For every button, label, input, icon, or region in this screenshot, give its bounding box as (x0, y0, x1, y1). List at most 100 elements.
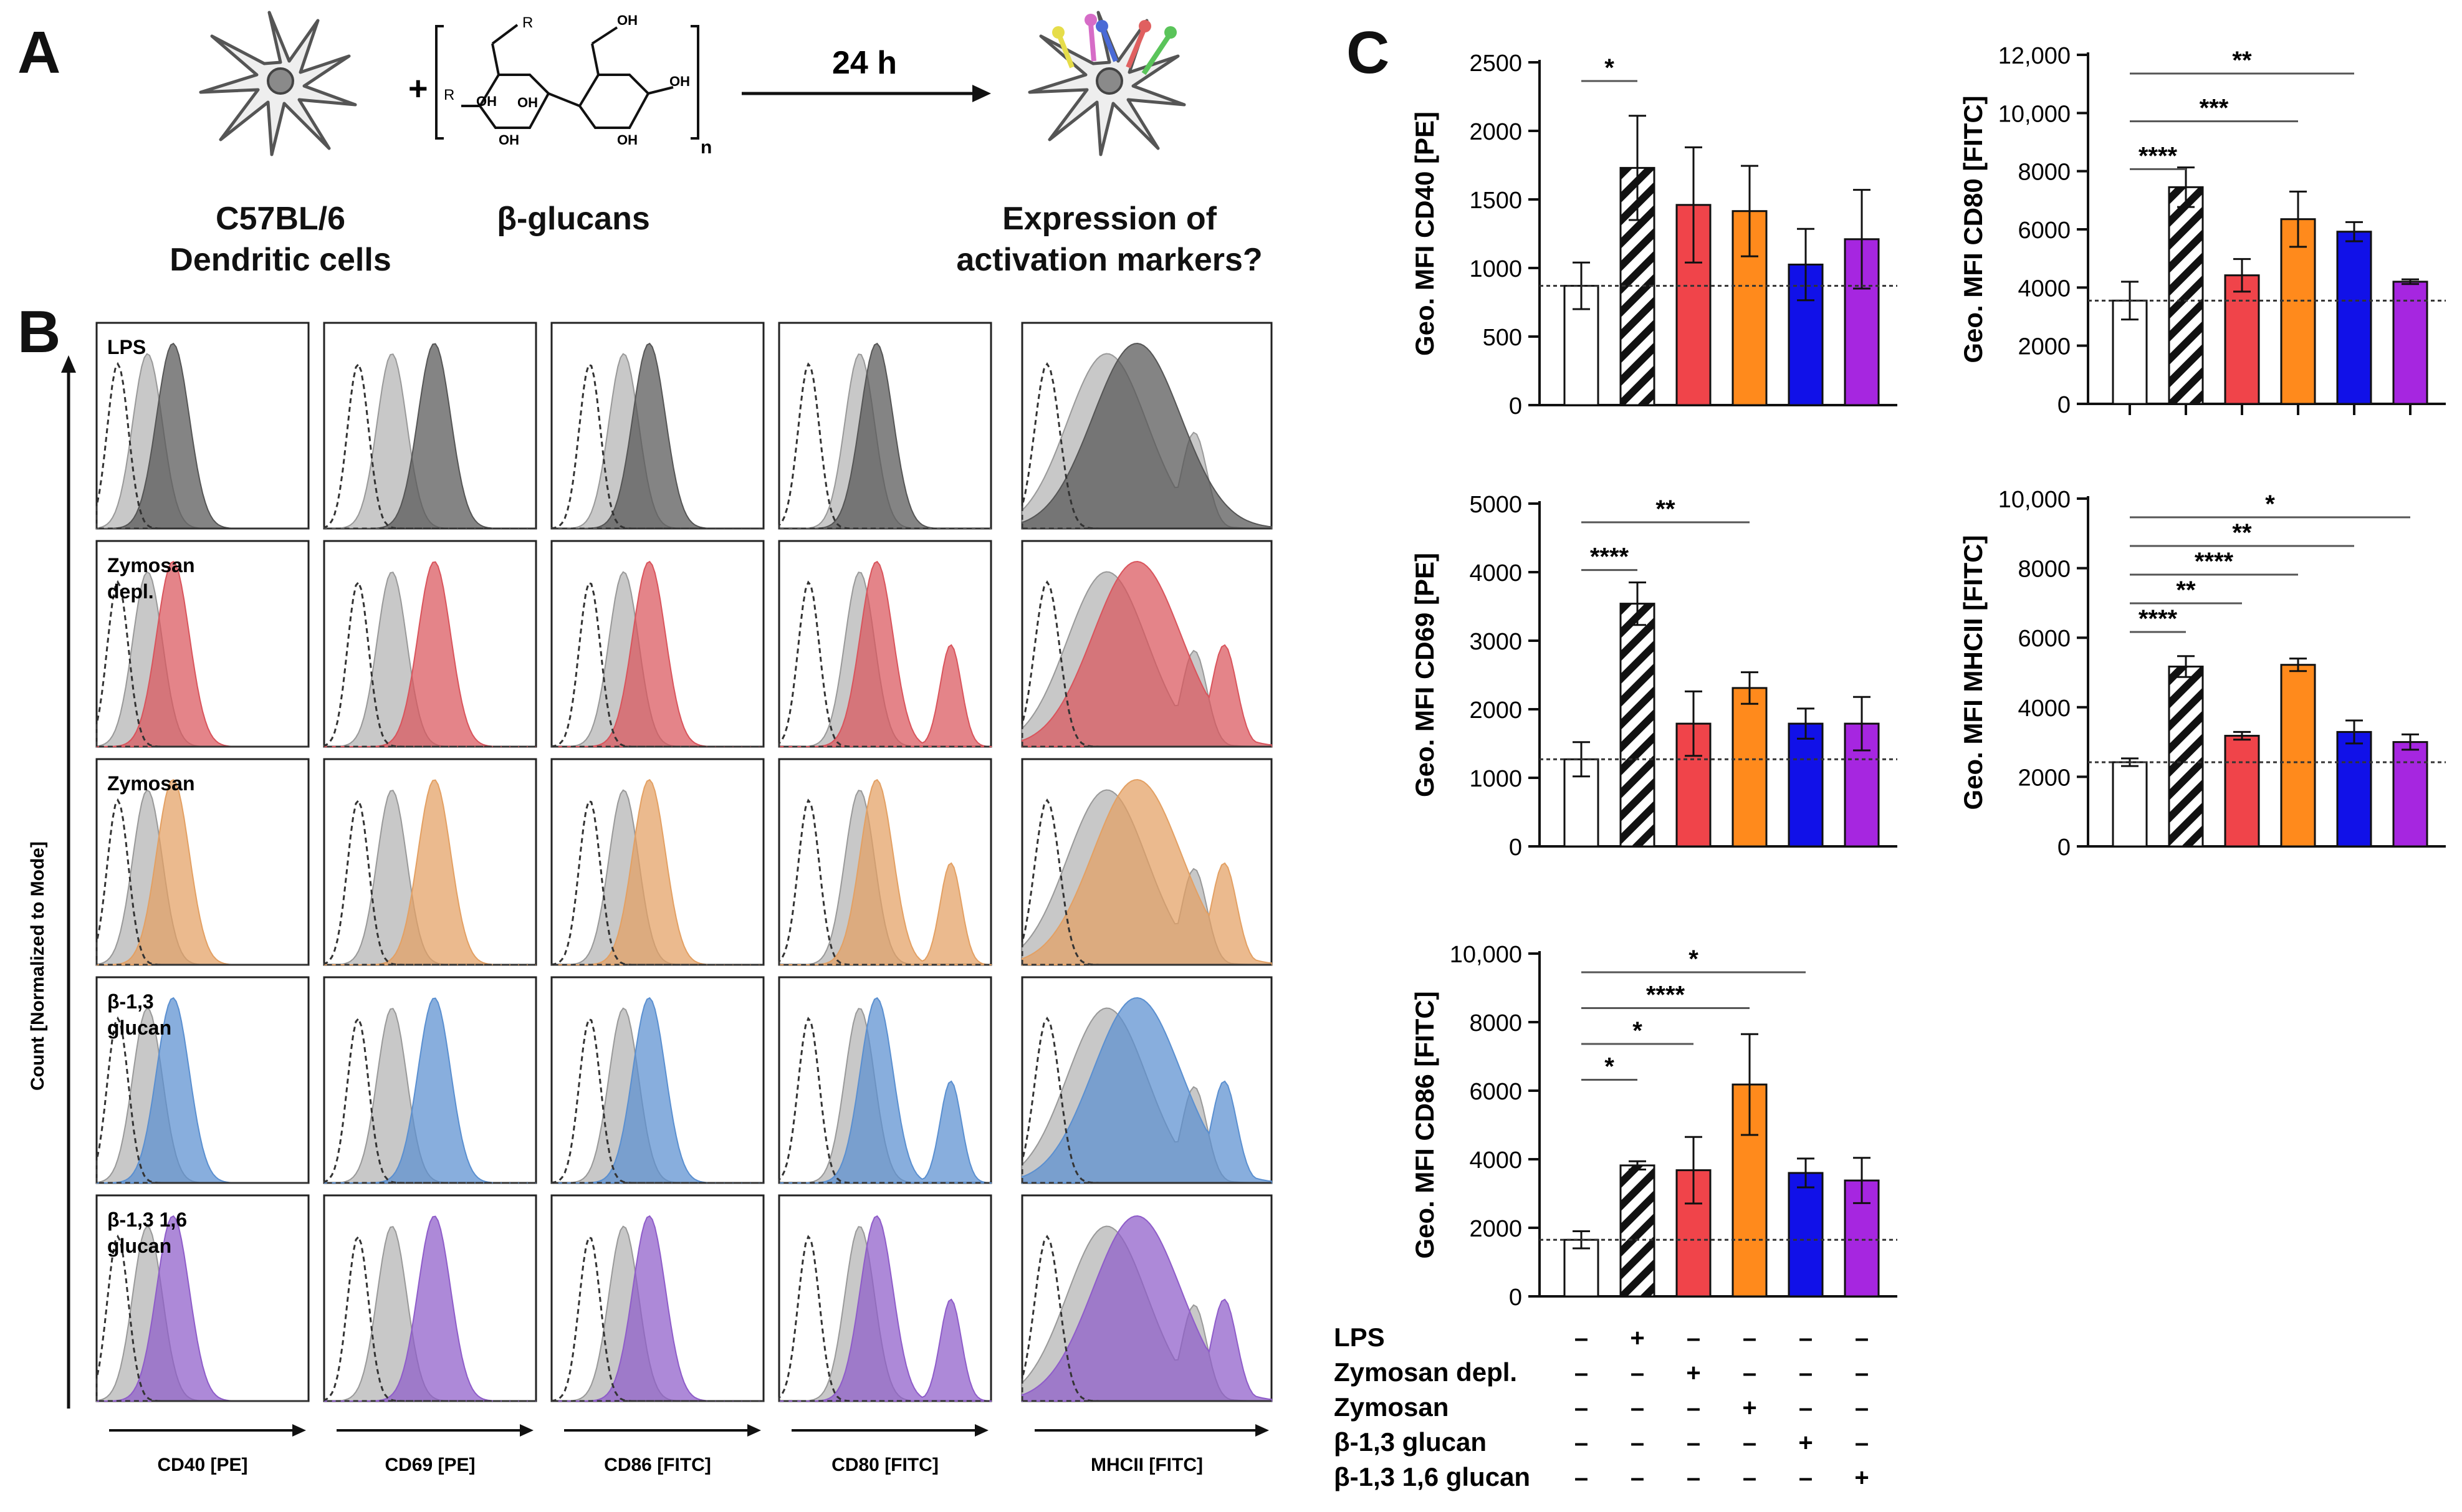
x-axis-arrow-icon (747, 1424, 761, 1437)
treatment-label: Zymosan (1334, 1392, 1449, 1422)
significance-label: * (1604, 1053, 1614, 1081)
isotype-histogram (323, 798, 536, 966)
panel-b-letter: B (17, 299, 61, 365)
y-tick-label: 0 (1509, 393, 1522, 419)
isotype-histogram (1021, 798, 1272, 966)
marker-label: CD40 [PE] (157, 1455, 247, 1475)
treatment-sign: – (1743, 1429, 1756, 1457)
bar (1844, 1179, 1880, 1298)
bar (2168, 186, 2204, 405)
polymer-subscript: n (701, 137, 712, 158)
isotype-histogram (1021, 1017, 1272, 1184)
treatment-sign: + (1854, 1464, 1869, 1491)
treatment-sign: – (1631, 1394, 1644, 1422)
significance-label: ** (2176, 577, 2196, 604)
y-tick-label: 0 (1509, 835, 1522, 861)
isotype-histogram (323, 580, 536, 748)
significance-label: * (1632, 1017, 1642, 1045)
y-tick-label: 1000 (1469, 256, 1522, 282)
y-tick-label: 4000 (1469, 1147, 1522, 1174)
treatment-sign: – (1687, 1429, 1700, 1457)
panel-a-letter: A (17, 19, 61, 86)
y-tick-label: 2500 (1469, 50, 1522, 77)
stimulated-histogram (1022, 342, 1272, 529)
y-axis-label: Geo. MFI CD40 [PE] (1410, 112, 1439, 356)
x-axis-arrow-icon (520, 1424, 534, 1437)
y-tick-label: 10,000 (1998, 487, 2071, 513)
chem-r-label: R (522, 14, 533, 31)
y-tick-label: 6000 (2018, 626, 2071, 652)
isotype-histogram (550, 363, 764, 530)
treatment-sign: – (1743, 1324, 1756, 1352)
bar (2336, 730, 2372, 848)
significance-label: * (2265, 490, 2275, 518)
significance-label: **** (1646, 982, 1685, 1009)
treatment-sign: – (1855, 1324, 1869, 1352)
treatment-sign: – (1631, 1359, 1644, 1387)
y-tick-label: 10,000 (1450, 942, 1522, 968)
bar (1732, 687, 1768, 848)
beta-glucan-structure (435, 24, 699, 140)
treatment-sign: – (1799, 1464, 1813, 1491)
y-tick-label: 4000 (2018, 696, 2071, 722)
treatment-sign: – (1574, 1464, 1588, 1491)
treatment-label: β-1,3 1,6 glucan (1334, 1462, 1530, 1491)
treatment-sign: – (1799, 1324, 1813, 1352)
result-label: Expression of activation markers? (956, 201, 1263, 278)
treatment-sign: + (1630, 1324, 1644, 1352)
treatment-sign: – (1855, 1394, 1869, 1422)
treatment-sign: – (1687, 1464, 1700, 1491)
y-tick-label: 2000 (2018, 334, 2071, 360)
isotype-histogram (95, 1234, 309, 1402)
bar (2224, 274, 2260, 405)
bar (2112, 761, 2148, 848)
time-label: 24 h (832, 45, 897, 81)
isotype-histogram (323, 1235, 536, 1402)
isotype-histogram (323, 1017, 536, 1184)
treatment-label: LPS (1334, 1323, 1385, 1352)
treatment-sign: – (1799, 1394, 1813, 1422)
bar-chart: 0 2000 4000 6000 8000 10,000 12,000 Geo. MFI CD… (1958, 43, 2446, 418)
treatment-sign: – (1574, 1324, 1588, 1352)
cells-label: C57BL/6 Dendritic cells (170, 201, 391, 278)
isotype-histogram (1021, 580, 1272, 748)
significance-label: * (1604, 54, 1614, 82)
isotype-histogram (95, 361, 309, 530)
marker-label: CD69 [PE] (385, 1455, 475, 1475)
y-tick-label: 2000 (1469, 1216, 1522, 1242)
treatment-sign: – (1855, 1359, 1869, 1387)
row-label: glucan (107, 1017, 171, 1039)
y-axis-label: Geo. MFI CD80 [FITC] (1958, 95, 1988, 363)
treatment-sign: – (1631, 1464, 1644, 1491)
y-tick-label: 2000 (2018, 765, 2071, 791)
treatment-sign: – (1631, 1429, 1644, 1457)
y-tick-label: 8000 (1469, 1010, 1522, 1036)
treatment-sign: – (1799, 1359, 1813, 1387)
y-tick-label: 4000 (2018, 275, 2071, 302)
bar (2280, 664, 2316, 848)
treatment-label: β-1,3 glucan (1334, 1427, 1487, 1457)
stimulated-histogram (1022, 1215, 1272, 1402)
y-tick-label: 0 (1509, 1285, 1522, 1311)
treatment-sign: + (1742, 1394, 1756, 1422)
chem-oh-label: OH (617, 12, 638, 28)
treatment-sign: – (1574, 1359, 1588, 1387)
treatment-sign: – (1687, 1324, 1700, 1352)
bar-chart: 0 2000 4000 6000 8000 10,000 Geo. MFI CD86 [FI… (1410, 942, 1897, 1311)
isotype-histogram (1021, 362, 1272, 530)
significance-label: **** (2139, 605, 2178, 633)
arrow-head-icon (972, 85, 991, 102)
chem-oh-label: OH (476, 93, 497, 109)
row-label: β-1,3 (107, 990, 154, 1013)
y-axis-label: Geo. MFI MHCII [FITC] (1958, 535, 1988, 810)
bar (1619, 1164, 1655, 1298)
significance-label: ** (2232, 519, 2252, 547)
bar (2336, 231, 2372, 405)
isotype-histogram (95, 798, 309, 966)
significance-label: *** (2200, 95, 2229, 122)
bar-chart: 0 500 1000 1500 2000 2500 Geo. MFI CD40 [PE] * (1410, 50, 1897, 419)
y-tick-label: 8000 (2018, 160, 2071, 186)
chem-oh-label: OH (669, 74, 690, 89)
isotype-histogram (550, 800, 764, 966)
